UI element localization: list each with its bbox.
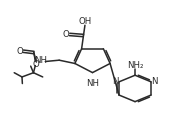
Text: NH: NH (86, 79, 99, 88)
Text: N: N (152, 77, 158, 86)
Text: O: O (17, 47, 23, 56)
Text: NH: NH (34, 56, 47, 65)
Text: O: O (32, 60, 39, 69)
Text: O: O (63, 30, 70, 39)
Text: NH₂: NH₂ (127, 62, 143, 70)
Text: N: N (112, 77, 119, 86)
Text: OH: OH (78, 17, 92, 26)
